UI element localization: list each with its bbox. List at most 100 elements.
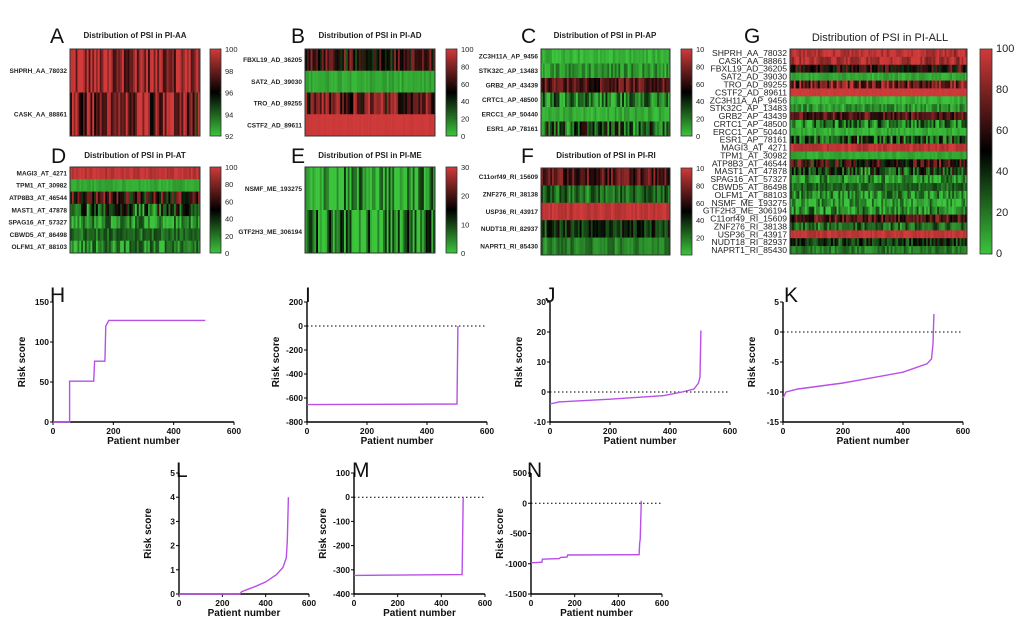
heatmap-cell — [944, 175, 947, 184]
heatmap-cell — [105, 203, 108, 217]
heatmap-cell — [922, 190, 925, 200]
heatmap-cell — [842, 246, 845, 255]
heatmap-cell — [655, 202, 658, 221]
heatmap-cell — [183, 49, 186, 93]
heatmap-cell — [840, 127, 843, 137]
heatmap-cell — [793, 64, 796, 73]
heatmap-row — [541, 185, 671, 204]
heatmap-cell — [953, 159, 957, 168]
heatmap-cell — [879, 183, 882, 192]
heatmap-cell — [599, 168, 603, 186]
heatmap-cell — [305, 49, 308, 72]
heatmap-cell — [75, 49, 78, 93]
heatmap-cell — [616, 78, 619, 93]
heatmap-cell — [370, 114, 373, 137]
heatmap-cell — [832, 127, 836, 137]
heatmap-cell — [605, 49, 608, 64]
heatmap-cell — [858, 246, 862, 255]
heatmap-cell — [866, 104, 869, 113]
heatmap-cell — [349, 210, 352, 254]
heatmap-cell — [75, 216, 78, 229]
heatmap-cell — [375, 92, 378, 115]
heatmap-cell — [358, 210, 362, 254]
heatmap-cell — [557, 237, 560, 256]
heatmap-cell — [194, 216, 197, 229]
heatmap-cell — [901, 104, 904, 113]
heatmap-cell — [362, 49, 365, 72]
heatmap-row — [541, 121, 671, 137]
x-axis-label: Patient number — [560, 608, 633, 619]
heatmap-cell — [644, 63, 647, 79]
heatmap-cell — [912, 183, 916, 192]
row-label: CASK_AA_88861 — [14, 112, 67, 119]
heatmap-cell — [948, 112, 951, 121]
heatmap-cell — [823, 112, 826, 121]
heatmap-cell — [812, 167, 815, 176]
heatmap-cell — [857, 214, 860, 223]
heatmap-cell — [325, 114, 328, 137]
heatmap-cell — [131, 92, 134, 137]
heatmap-cell — [379, 114, 382, 137]
heatmap-cell — [803, 143, 806, 152]
heatmap-cell — [959, 238, 962, 247]
heatmap-cell — [196, 240, 199, 254]
heatmap-cell — [868, 135, 871, 144]
heatmap-cell — [552, 92, 555, 108]
heatmap-cell — [918, 112, 921, 121]
heatmap-cell — [603, 202, 606, 221]
heatmap-cell — [855, 72, 858, 81]
heatmap-cell — [638, 121, 641, 137]
heatmap-cell — [188, 216, 192, 229]
heatmap-cell — [825, 206, 828, 215]
heatmap-cell — [101, 216, 104, 229]
heatmap-cell — [905, 88, 908, 97]
heatmap-cell — [845, 190, 849, 200]
heatmap-cell — [870, 230, 873, 239]
heatmap-cell — [933, 246, 936, 255]
heatmap-cell — [873, 151, 876, 160]
heatmap-cell — [920, 104, 923, 113]
heatmap-cell — [396, 167, 399, 211]
heatmap-cell — [412, 92, 415, 115]
heatmap-cell — [845, 127, 849, 137]
heatmap-row — [790, 143, 968, 152]
heatmap-cell — [70, 49, 73, 93]
heatmap-title: Distribution of PSI in PI-AD — [318, 31, 421, 40]
heatmap-cell — [168, 49, 171, 93]
heatmap-cell — [319, 92, 323, 115]
heatmap-cell — [162, 92, 166, 137]
heatmap-cell — [881, 64, 884, 73]
heatmap-cell — [808, 159, 811, 168]
heatmap-cell — [797, 246, 800, 255]
heatmap-cell — [598, 202, 601, 221]
heatmap-cell — [950, 167, 953, 176]
heatmap-cell — [70, 203, 73, 217]
heatmap-cell — [185, 240, 188, 254]
heatmap-cell — [196, 49, 199, 93]
heatmap-cell — [952, 230, 955, 239]
heatmap-cell — [196, 191, 199, 205]
heatmap-cell — [858, 175, 862, 184]
heatmap-cell — [553, 220, 557, 238]
heatmap-cell — [644, 237, 647, 256]
heatmap-cell — [825, 175, 828, 184]
heatmap-cell — [879, 206, 882, 215]
heatmap-cell — [858, 183, 862, 192]
heatmap-cell — [791, 96, 795, 105]
row-label: ERCC1_AP_50440 — [482, 112, 539, 119]
heatmap-cell — [870, 222, 873, 231]
heatmap-cell — [892, 119, 895, 129]
heatmap-cell — [823, 72, 826, 81]
heatmap-cell — [933, 198, 936, 207]
heatmap-cell — [81, 92, 84, 137]
heatmap-cell — [142, 191, 145, 205]
heatmap-cell — [644, 49, 647, 64]
heatmap-cell — [840, 80, 843, 89]
heatmap-cell — [84, 216, 88, 229]
heatmap-cell — [851, 246, 854, 255]
heatmap-cell — [927, 49, 931, 58]
heatmap-cell — [607, 92, 610, 108]
heatmap-cell — [627, 185, 630, 204]
heatmap-cell — [103, 92, 106, 137]
heatmap-cell — [851, 49, 854, 58]
